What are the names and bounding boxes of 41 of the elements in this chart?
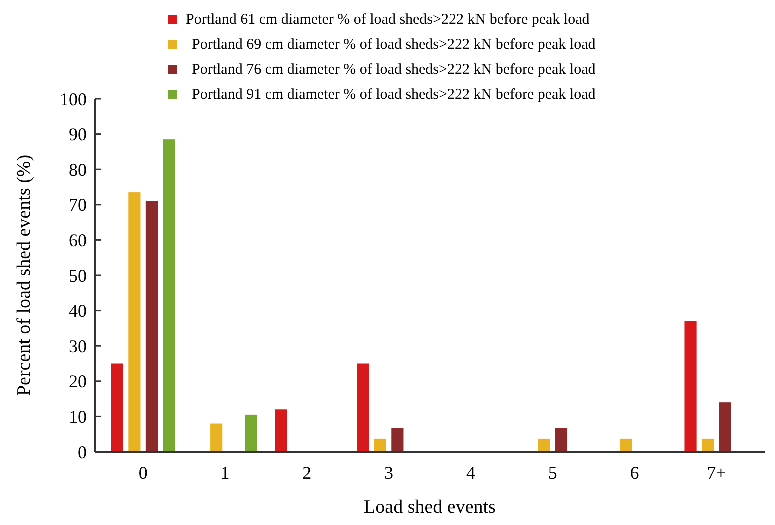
- y-tick-label: 70: [69, 195, 87, 216]
- x-tick-label: 7+: [707, 463, 726, 483]
- legend-label: Portland 69 cm diameter % of load sheds>222 kN before peak load: [192, 37, 596, 53]
- y-tick-label: 60: [69, 230, 87, 250]
- bar: [538, 438, 550, 452]
- bar: [555, 428, 568, 452]
- y-tick-label: 10: [69, 407, 87, 427]
- x-tick-label: 0: [138, 463, 148, 483]
- x-tick-label: 4: [466, 463, 476, 483]
- legend-label: Portland 91 cm diameter % of load sheds>222 kN before peak load: [192, 87, 596, 103]
- bar: [684, 321, 697, 452]
- bar: [275, 410, 288, 452]
- y-tick-label: 90: [69, 124, 87, 145]
- legend-label: Portland 76 cm diameter % of load sheds>222 kN before peak load: [192, 62, 596, 78]
- bar: [719, 402, 732, 452]
- x-tick-label: 5: [548, 463, 558, 483]
- bar: [702, 438, 714, 452]
- bar: [374, 438, 386, 452]
- x-tick-label: 2: [302, 463, 312, 483]
- y-tick-label: 0: [78, 442, 87, 462]
- bar: [111, 364, 124, 452]
- x-tick-label: 1: [220, 463, 230, 483]
- y-tick-label: 100: [60, 89, 87, 110]
- bar: [210, 424, 223, 452]
- y-tick-label: 50: [69, 266, 87, 286]
- bar: [392, 428, 404, 452]
- x-tick-label: 3: [384, 463, 394, 483]
- bar: [128, 192, 141, 452]
- bar: [245, 414, 258, 452]
- y-tick-label: 40: [69, 301, 87, 322]
- y-axis-title: Percent of load shed events (%): [14, 154, 35, 396]
- bar: [357, 364, 370, 452]
- legend-label: Portland 61 cm diameter % of load sheds>222 kN before peak load: [186, 12, 590, 28]
- bar: [146, 201, 158, 452]
- y-tick-label: 80: [69, 160, 87, 180]
- y-tick-label: 20: [69, 372, 87, 392]
- y-tick-label: 30: [69, 336, 87, 356]
- x-tick-label: 6: [630, 463, 640, 483]
- x-axis-title: Load shed events: [364, 497, 496, 518]
- bar: [620, 438, 632, 452]
- bar: [163, 140, 176, 452]
